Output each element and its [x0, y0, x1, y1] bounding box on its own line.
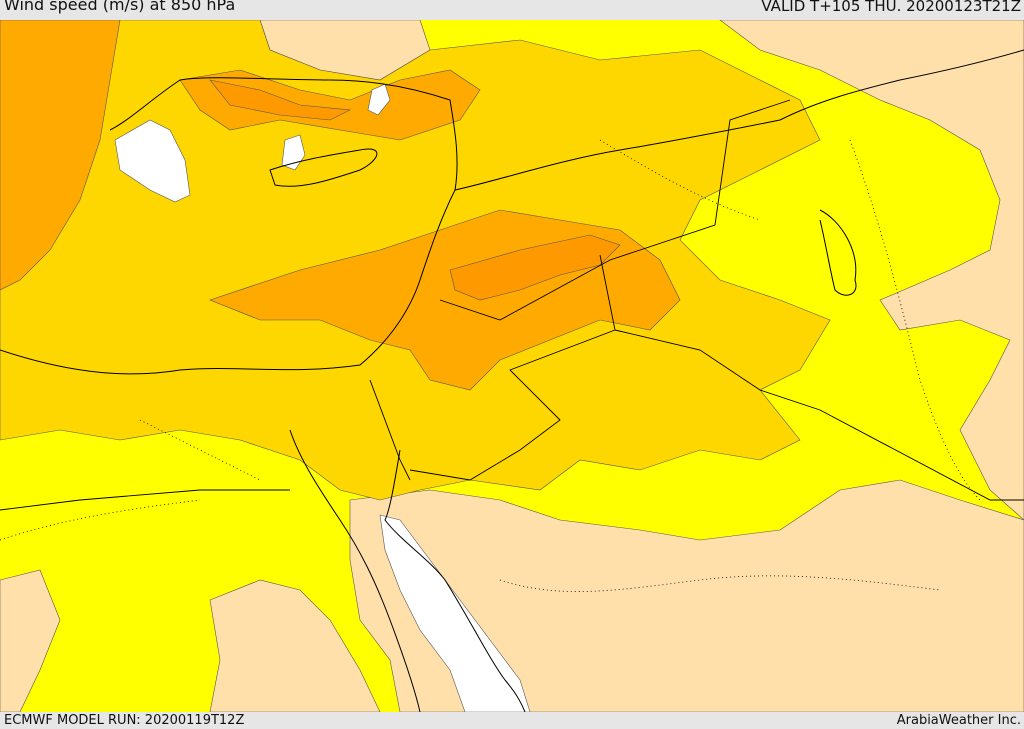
coastlines	[0, 49, 1024, 712]
map-title: Wind speed (m/s) at 850 hPa	[4, 0, 236, 14]
model-run-label: ECMWF MODEL RUN: 20200119T12Z	[4, 713, 245, 728]
contour-highest-core	[449, 234, 621, 301]
contour-higher-west	[0, 20, 121, 291]
province-borders	[0, 139, 981, 592]
country-borders	[0, 99, 1024, 511]
footer-bar: ECMWF MODEL RUN: 20200119T12Z ArabiaWeat…	[0, 712, 1024, 729]
calm-area-crete	[114, 119, 191, 203]
weather-map[interactable]	[0, 20, 1024, 712]
valid-time: VALID T+105 THU. 20200123T21Z	[761, 0, 1021, 15]
contour-highest-north	[209, 79, 352, 121]
credit-label: ArabiaWeather Inc.	[896, 713, 1021, 728]
calm-area-marmara	[367, 83, 391, 116]
contour-low-egypt	[209, 579, 381, 712]
contour-low-east	[719, 20, 1024, 521]
header-bar: Wind speed (m/s) at 850 hPa VALID T+105 …	[0, 0, 1024, 20]
calm-area-red-sea	[379, 514, 531, 712]
contour-low-south	[349, 479, 1024, 712]
contour-low-southwest	[0, 569, 61, 712]
wind-speed-map[interactable]	[0, 20, 1024, 712]
